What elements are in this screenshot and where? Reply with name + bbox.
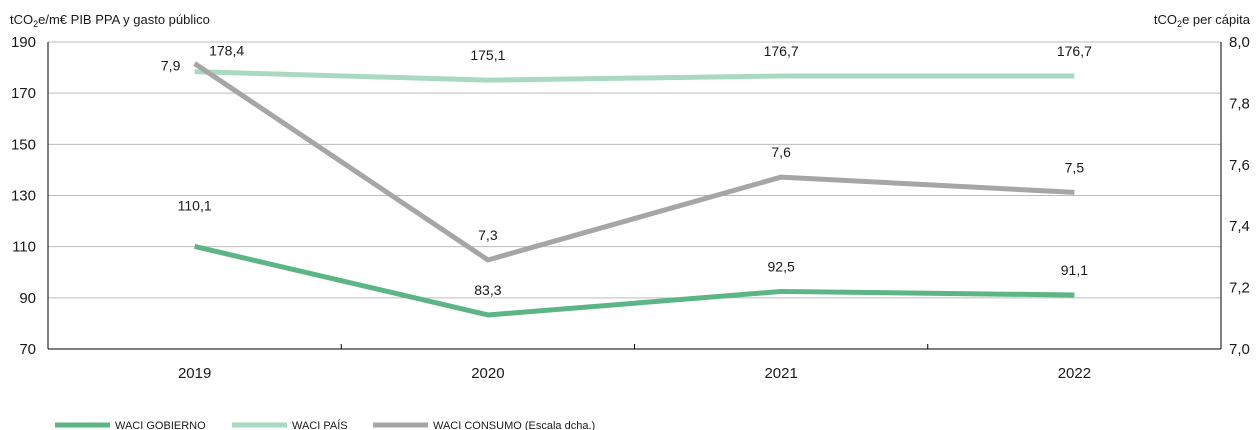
series-line-waci-pa-s xyxy=(194,69,1075,83)
left-tick-label: 70 xyxy=(19,341,36,358)
data-label: 7,3 xyxy=(478,227,498,243)
x-tick-label: 2022 xyxy=(1058,365,1091,382)
right-axis-title: tCO2e per cápita xyxy=(1154,12,1251,29)
data-label: 175,1 xyxy=(470,47,505,63)
left-tick-label: 190 xyxy=(11,34,36,51)
legend-label: WACI CONSUMO (Escala dcha.) xyxy=(433,420,595,430)
x-axis-ticks: 2019 2020 2021 2022 xyxy=(178,344,1091,382)
x-tick-label: 2020 xyxy=(471,365,504,382)
left-axis-title: tCO2e/m€ PIB PPA y gasto público xyxy=(10,12,210,29)
data-label: 178,4 xyxy=(209,43,244,59)
data-label: 176,7 xyxy=(1057,43,1092,59)
data-label: 7,6 xyxy=(771,144,791,160)
left-tick-label: 150 xyxy=(11,136,36,153)
data-label: 91,1 xyxy=(1061,262,1088,278)
data-label: 176,7 xyxy=(764,43,799,59)
left-tick-label: 90 xyxy=(19,290,36,307)
data-label: 83,3 xyxy=(474,282,501,298)
right-axis-ticks: 7,0 7,2 7,4 7,6 7,8 8,0 xyxy=(1229,34,1250,358)
series-line-waci-consumo-escala-dcha xyxy=(193,61,1075,263)
right-tick-label: 8,0 xyxy=(1229,34,1250,51)
right-tick-label: 7,6 xyxy=(1229,157,1250,174)
series-lines xyxy=(193,61,1075,318)
legend-label: WACI GOBIERNO xyxy=(115,420,206,430)
data-labels: 110,1 83,3 92,5 91,1 178,4 175,1 176,7 176,7 7,9… xyxy=(161,43,1092,298)
right-tick-label: 7,4 xyxy=(1229,218,1250,235)
data-label: 92,5 xyxy=(768,258,795,274)
left-axis-ticks: 70 90 110 130 150 170 190 xyxy=(11,34,36,358)
legend-label: WACI PAÍS xyxy=(292,419,348,430)
left-tick-label: 110 xyxy=(12,239,36,256)
left-tick-label: 170 xyxy=(11,85,36,102)
series-line-waci-gobierno xyxy=(194,243,1075,318)
left-tick-label: 130 xyxy=(11,188,36,205)
x-tick-label: 2019 xyxy=(178,365,211,382)
gridlines xyxy=(48,41,1221,299)
right-tick-label: 7,0 xyxy=(1229,341,1250,358)
x-tick-label: 2021 xyxy=(764,365,797,382)
right-tick-label: 7,2 xyxy=(1229,280,1250,297)
data-label: 7,5 xyxy=(1065,159,1085,175)
legend: WACI GOBIERNO WACI PAÍS WACI CONSUMO (Esca… xyxy=(55,419,595,430)
right-tick-label: 7,8 xyxy=(1229,95,1250,112)
data-label: 110,1 xyxy=(178,197,212,213)
data-label: 7,9 xyxy=(161,57,181,73)
